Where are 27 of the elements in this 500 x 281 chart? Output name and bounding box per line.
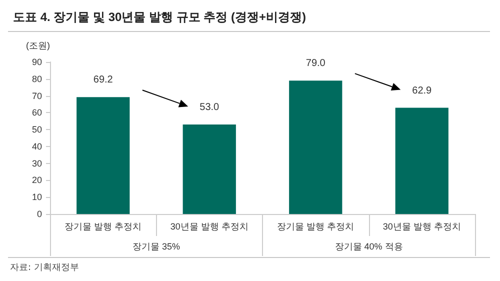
chart-title: 도표 4. 장기물 및 30년물 발행 규모 추정 (경쟁+비경쟁) xyxy=(13,10,306,24)
text: 장기물 35% xyxy=(132,242,180,252)
data-label: 69.2 xyxy=(93,74,114,86)
x-tick-label: 30년물 발행 추정치 xyxy=(382,222,461,232)
y-tick-label: 40 xyxy=(32,141,42,152)
data-label: 53.0 xyxy=(200,102,220,113)
data-label: 62.9 xyxy=(412,85,432,96)
text: 자료: 기획재정부 xyxy=(10,262,79,274)
x-tick-label: 장기물 발행 추정치 xyxy=(277,222,354,232)
y-tick-label: 0 xyxy=(36,209,42,219)
y-axis-title: (조원) xyxy=(26,40,50,50)
y-tick-label: 10 xyxy=(32,192,42,202)
y-tick-label: 90 xyxy=(32,57,42,67)
bar xyxy=(289,80,342,214)
y-tick-label: 50 xyxy=(32,124,42,135)
y-tick-label: 20 xyxy=(32,175,42,186)
data-label: 79.0 xyxy=(306,58,326,70)
bar xyxy=(76,97,130,214)
text: 장기물 40% 적용 xyxy=(334,242,403,252)
y-tick-label: 30 xyxy=(32,158,42,168)
x-tick-label: 장기물 발행 추정치 xyxy=(64,222,142,232)
bar xyxy=(395,108,448,214)
y-tick-label: 80 xyxy=(32,74,42,84)
bar xyxy=(182,124,236,214)
x-tick-label: 30년물 발행 추정치 xyxy=(170,222,248,232)
y-tick-label: 70 xyxy=(32,90,42,101)
y-tick-label: 60 xyxy=(32,108,42,118)
